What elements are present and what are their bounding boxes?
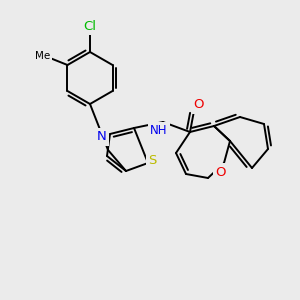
Text: Me: Me <box>35 51 50 61</box>
Text: NH: NH <box>150 124 168 137</box>
Text: Cl: Cl <box>83 20 97 32</box>
Text: O: O <box>215 166 225 178</box>
Text: S: S <box>148 154 156 167</box>
Text: O: O <box>193 98 203 112</box>
Text: N: N <box>97 130 107 143</box>
